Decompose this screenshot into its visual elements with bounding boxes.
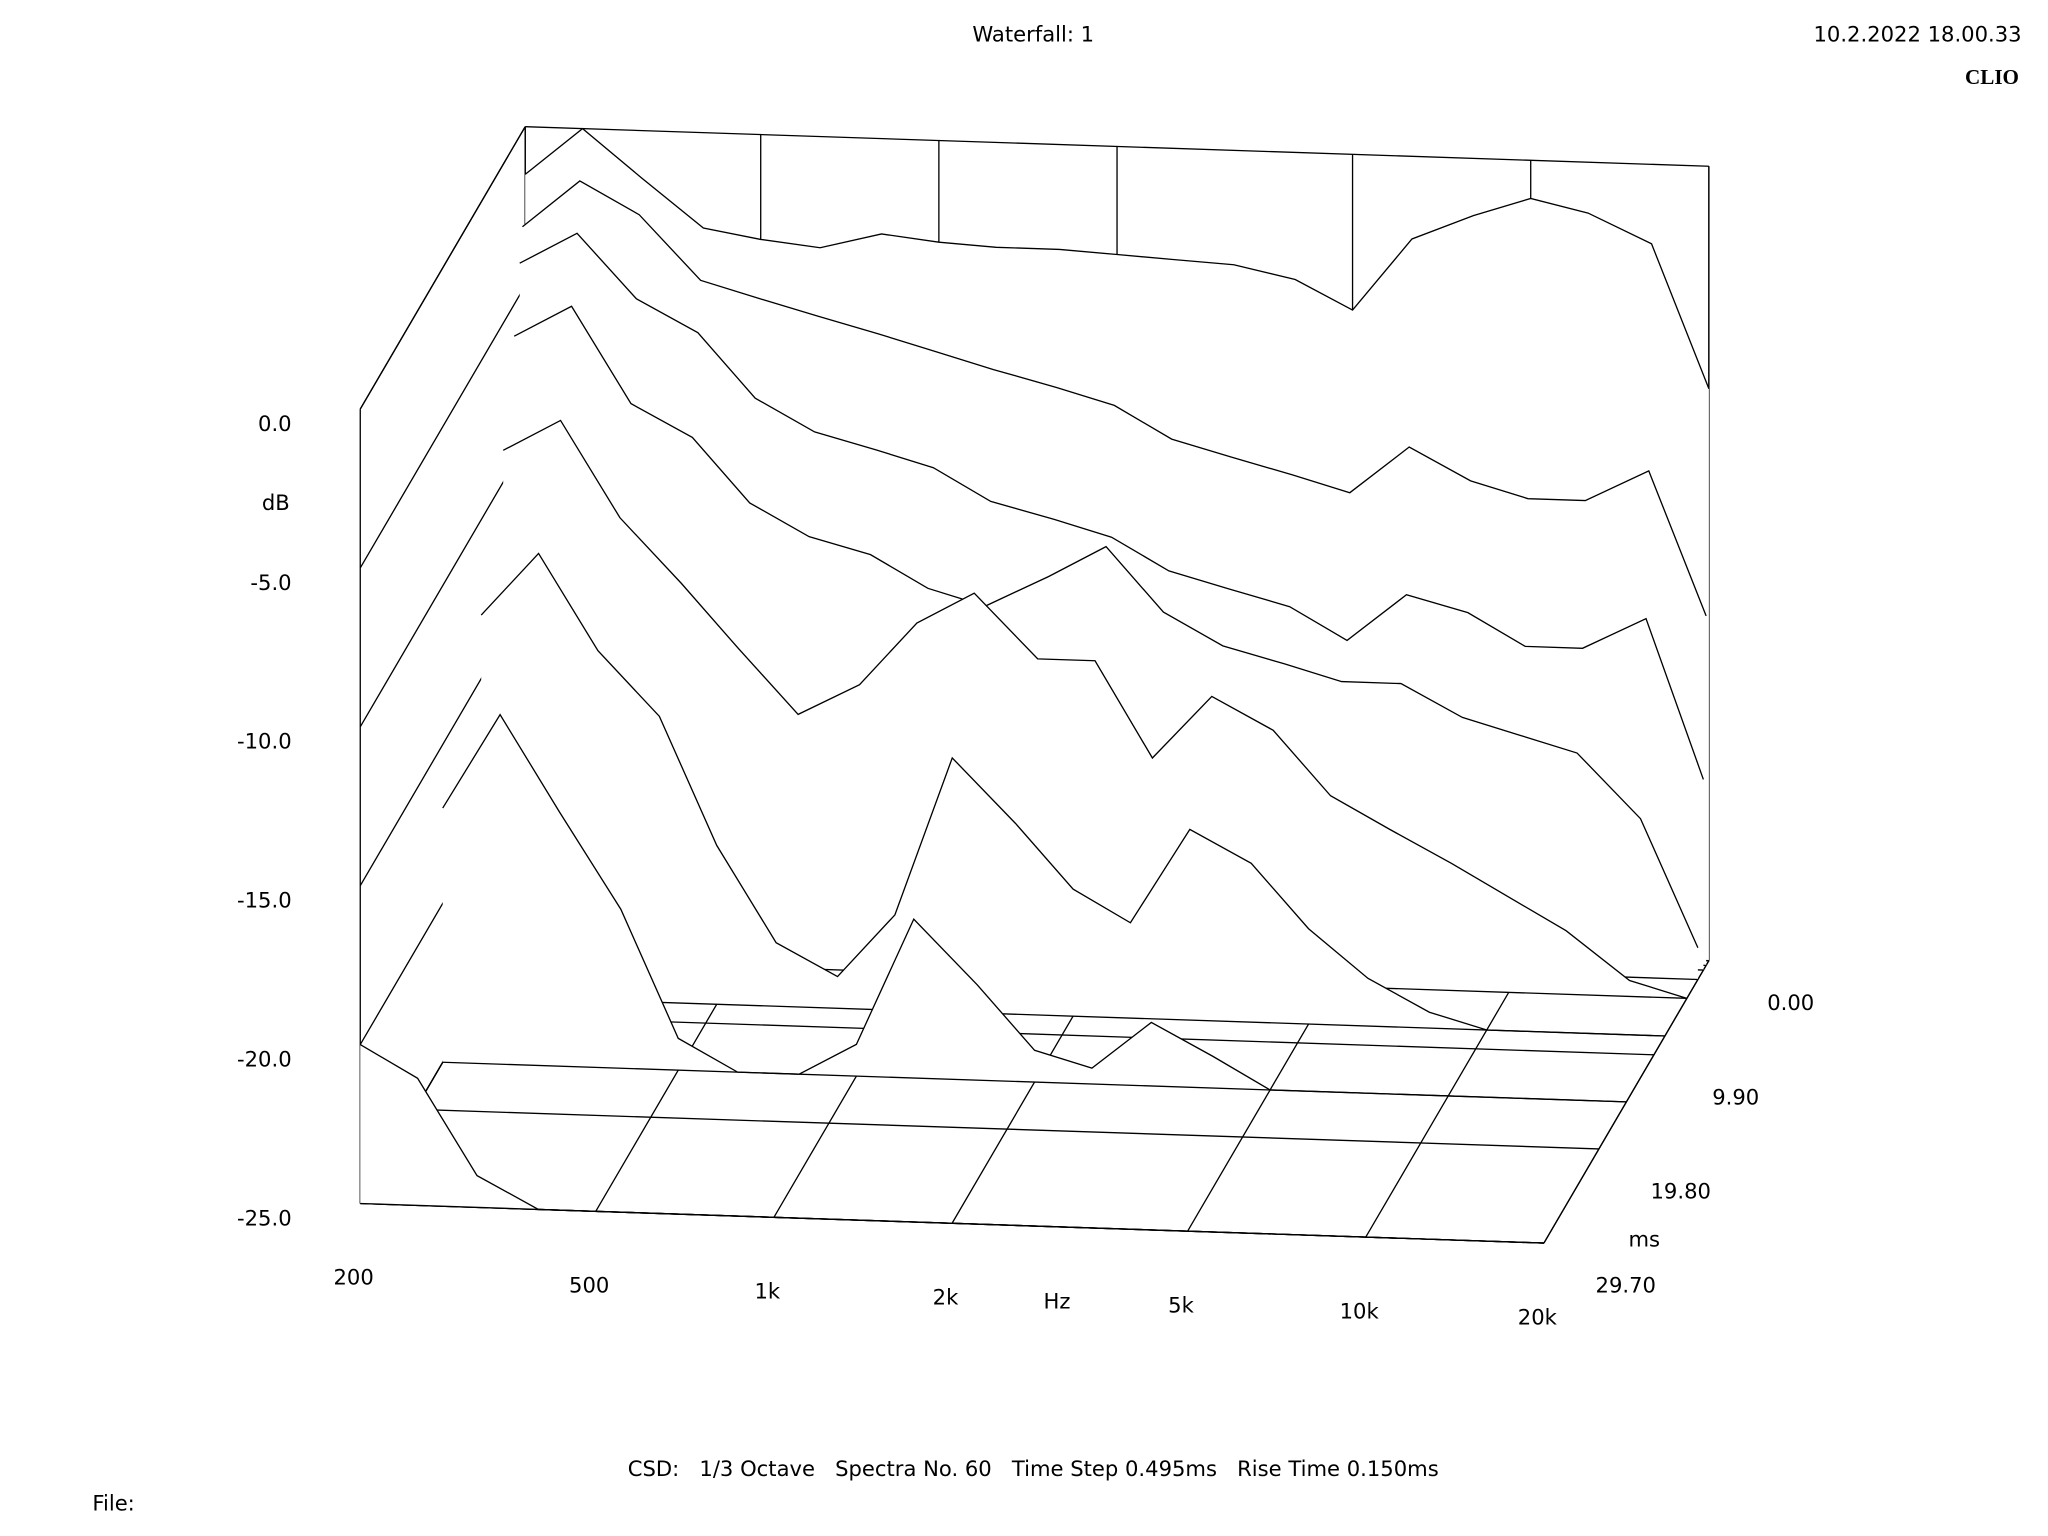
y-tick-label: -15.0: [237, 888, 292, 913]
x-tick-label: 1k: [755, 1279, 781, 1304]
x-axis-label: Hz: [1044, 1288, 1071, 1313]
x-tick-label: 200: [334, 1265, 374, 1290]
spectrum-slice: [480, 552, 1665, 1037]
slice-base: [442, 1061, 1627, 1103]
x-tick-label: 500: [569, 1273, 609, 1298]
chart-title: Waterfall: 1: [972, 22, 1094, 47]
y-axis-label: dB: [262, 490, 290, 515]
y-tick-label: -25.0: [237, 1205, 292, 1230]
slice-base: [481, 995, 1665, 1037]
z-tick-label: 19.80: [1651, 1178, 1711, 1203]
grid-line: [359, 285, 526, 569]
spectrum-slice: [519, 232, 1705, 780]
grid-line: [415, 1108, 1599, 1150]
spectrum-slice: [513, 305, 1699, 948]
file-label: File:: [92, 1490, 134, 1515]
spectrum-slice: [502, 419, 1688, 999]
y-tick-label: -10.0: [237, 729, 292, 754]
z-tick-label: 29.70: [1596, 1273, 1656, 1298]
x-tick-label: 5k: [1168, 1292, 1194, 1317]
slice-mask: [442, 714, 1627, 1102]
slice-mask: [503, 420, 1687, 999]
x-tick-label: 20k: [1518, 1304, 1558, 1329]
brand: CLIO: [1965, 65, 2019, 89]
z-tick-label: 9.90: [1712, 1084, 1759, 1109]
spectrum-slice: [524, 127, 1710, 389]
y-tick-label: -20.0: [237, 1046, 292, 1071]
grid-line: [359, 444, 526, 728]
z-tick-label: 0.00: [1767, 990, 1814, 1015]
x-tick-label: 2k: [933, 1284, 959, 1309]
timestamp: 10.2.2022 18.00.33: [1813, 22, 2021, 47]
plot-root: Waterfall: 1 10.2.2022 18.00.33 CLIO dB …: [92, 22, 2021, 1516]
z-axis-label: ms: [1628, 1226, 1660, 1251]
y-tick-label: 0.0: [258, 411, 292, 436]
spectrum-slice: [522, 180, 1707, 617]
slice-base: [360, 1202, 1544, 1244]
footer: CSD: 1/3 Octave Spectra No. 60 Time Step…: [628, 1456, 1439, 1481]
grid-line: [359, 126, 526, 410]
x-tick-label: 10k: [1340, 1298, 1380, 1323]
y-tick-label: -5.0: [250, 570, 291, 595]
